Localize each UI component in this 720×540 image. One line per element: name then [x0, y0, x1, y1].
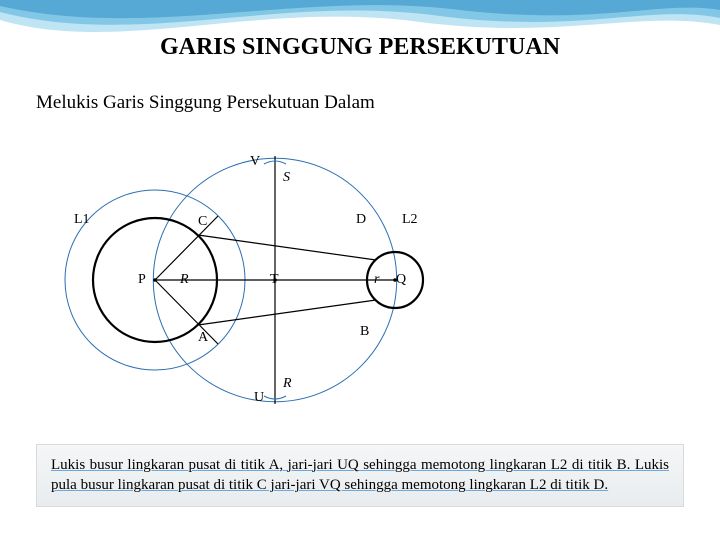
label-A: A [198, 330, 208, 346]
label-V: V [250, 154, 260, 170]
page-subtitle: Melukis Garis Singgung Persekutuan Dalam [36, 92, 375, 114]
label-P: P [138, 272, 146, 288]
label-L1: L1 [74, 212, 90, 228]
label-R: R [180, 272, 189, 288]
tangent-diagram: V S L1 C D L2 P R T r Q A B U R [60, 130, 500, 410]
label-S: S [283, 170, 290, 186]
label-Rlow: R [283, 376, 292, 392]
label-U: U [254, 390, 264, 406]
label-L2: L2 [402, 212, 418, 228]
body-text-content: Lukis busur lingkaran pusat di titik A, … [51, 457, 669, 493]
label-B: B [360, 324, 369, 340]
label-r: r [374, 272, 379, 288]
body-paragraph: Lukis busur lingkaran pusat di titik A, … [36, 444, 684, 507]
label-D: D [356, 212, 366, 228]
label-Q: Q [396, 272, 406, 288]
label-T: T [270, 272, 279, 288]
page-title: GARIS SINGGUNG PERSEKUTUAN [0, 34, 720, 61]
label-C: C [198, 214, 207, 230]
